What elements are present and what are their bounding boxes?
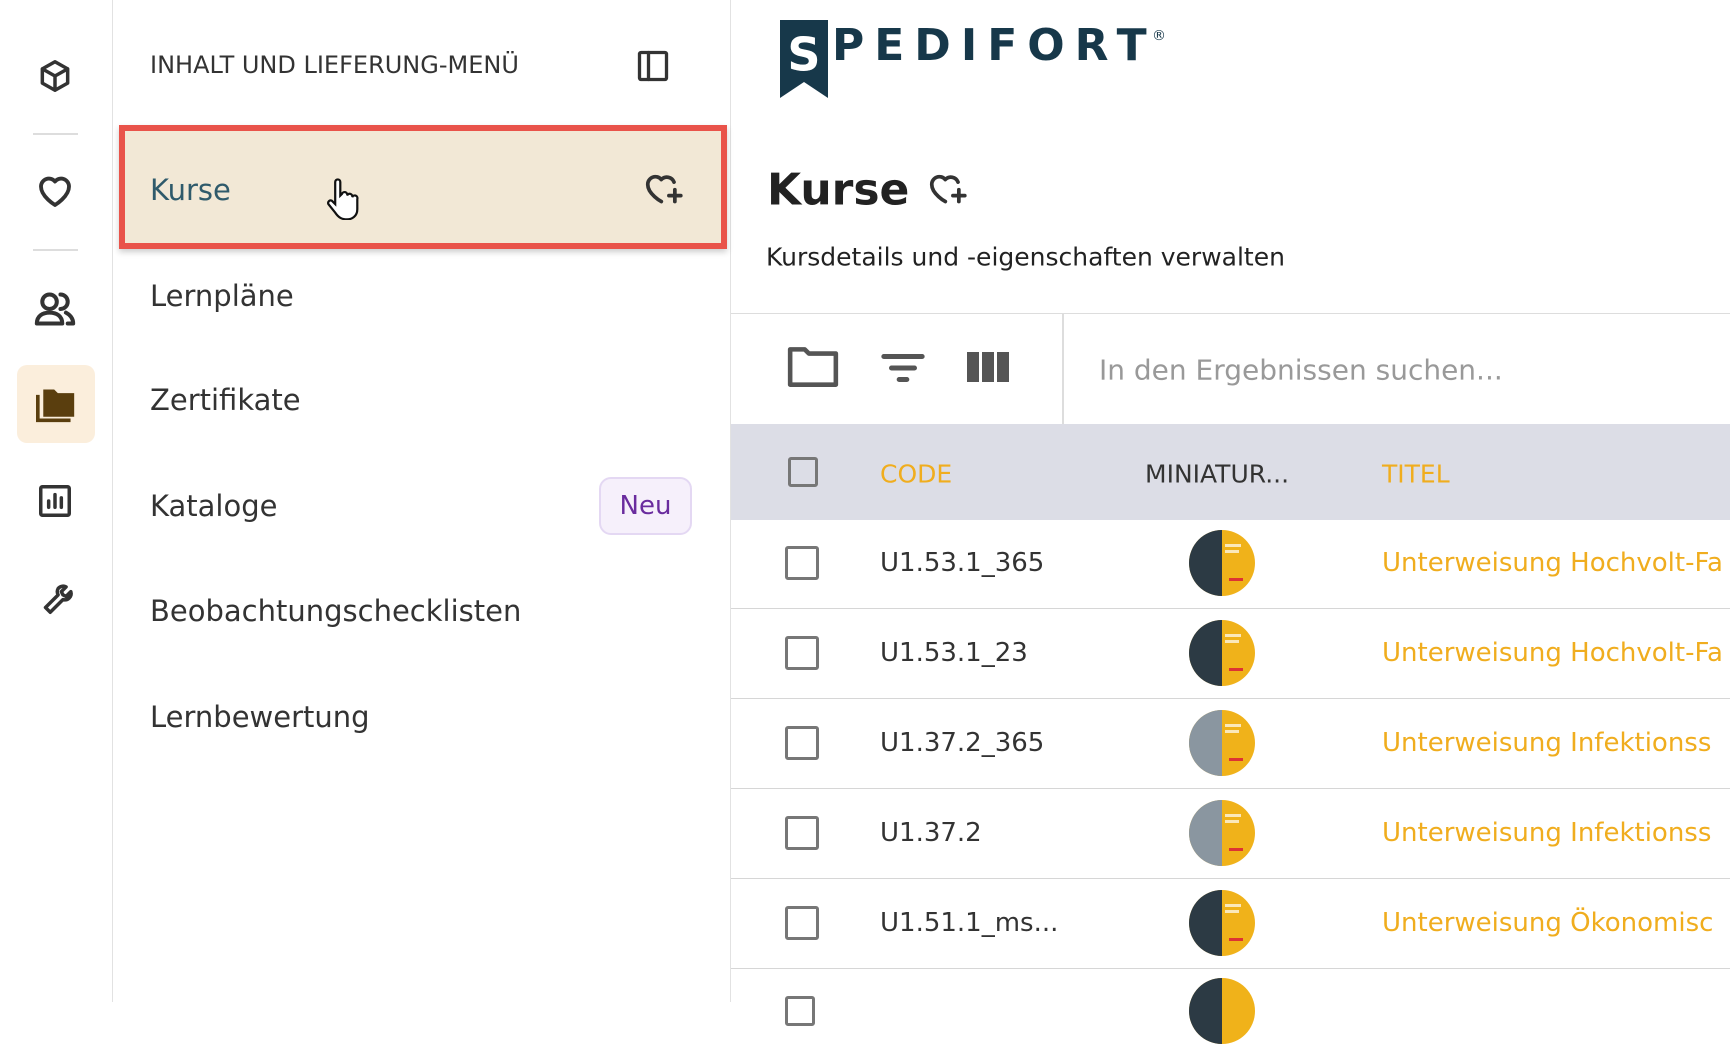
page-title: Kurse (767, 164, 910, 216)
collapse-panel-icon[interactable] (635, 48, 671, 84)
title-cell[interactable]: Unterweisung Ökonomisc (1382, 908, 1714, 938)
row-checkbox[interactable] (785, 636, 819, 670)
menu-item[interactable]: Zertifikate (150, 383, 301, 417)
logo: S PEDIFORT ® (780, 20, 1166, 98)
thumbnail (1189, 620, 1255, 686)
content-icon[interactable] (36, 57, 74, 95)
row-checkbox[interactable] (785, 546, 819, 580)
filter-button[interactable] (880, 350, 926, 386)
tools-icon[interactable] (36, 579, 74, 617)
column-header[interactable]: MINIATUR... (1145, 459, 1290, 489)
select-all-checkbox[interactable] (788, 457, 818, 487)
users-icon[interactable] (33, 289, 77, 329)
row-checkbox[interactable] (785, 906, 819, 940)
folder-button[interactable] (786, 342, 840, 390)
code-cell: U1.53.1_365 (880, 548, 1045, 578)
toolbar-divider (1062, 313, 1064, 424)
row-divider (731, 698, 1730, 699)
page-subtitle: Kursdetails und -eigenschaften verwalten (766, 242, 1285, 272)
code-cell: U1.37.2_365 (880, 728, 1045, 758)
new-badge: Neu (599, 477, 692, 535)
logo-registered: ® (1152, 28, 1166, 44)
title-cell[interactable]: Unterweisung Hochvolt-Fa (1382, 638, 1723, 668)
content-folder-icon[interactable] (34, 384, 78, 424)
add-favorite-icon[interactable] (925, 168, 969, 208)
column-header[interactable]: CODE (880, 459, 953, 489)
columns-button[interactable] (967, 352, 1009, 382)
menu-item[interactable]: Lernbewertung (150, 700, 370, 734)
code-cell: U1.51.1_ms... (880, 908, 1059, 938)
cursor (327, 178, 359, 220)
icon-rail (0, 0, 113, 1002)
row-checkbox[interactable] (785, 726, 819, 760)
title-cell[interactable]: Unterweisung Infektionss (1382, 818, 1712, 848)
menu-item[interactable]: Lernpläne (150, 279, 294, 313)
search-input[interactable]: In den Ergebnissen suchen... (1099, 353, 1503, 387)
row-checkbox[interactable] (785, 996, 815, 1026)
row-divider (731, 968, 1730, 969)
thumbnail (1189, 890, 1255, 956)
thumbnail (1189, 710, 1255, 776)
logo-text: PEDIFORT (832, 20, 1157, 71)
menu-item[interactable]: Kataloge (150, 489, 278, 523)
row-divider (731, 608, 1730, 609)
code-cell: U1.53.1_23 (880, 638, 1028, 668)
toolbar-border (731, 313, 1730, 314)
title-cell[interactable]: Unterweisung Infektionss (1382, 728, 1712, 758)
reports-icon[interactable] (36, 482, 74, 520)
code-cell: U1.37.2 (880, 818, 982, 848)
menu-header: INHALT UND LIEFERUNG-MENÜ (150, 51, 519, 79)
table-header (731, 424, 1730, 520)
column-header[interactable]: TITEL (1382, 459, 1450, 489)
add-favorite-icon[interactable] (641, 168, 685, 208)
logo-initial: S (787, 28, 820, 82)
thumbnail (1189, 800, 1255, 866)
row-divider (731, 878, 1730, 879)
favorites-icon[interactable] (34, 170, 76, 212)
title-cell[interactable]: Unterweisung Hochvolt-Fa (1382, 548, 1723, 578)
thumbnail (1189, 978, 1255, 1044)
row-checkbox[interactable] (785, 816, 819, 850)
menu-panel: INHALT UND LIEFERUNG-MENÜ Kurse Lernplän… (113, 0, 731, 1002)
row-divider (731, 788, 1730, 789)
menu-item-active[interactable] (119, 125, 727, 249)
thumbnail (1189, 530, 1255, 596)
menu-item[interactable]: Beobachtungschecklisten (150, 594, 522, 628)
menu-item[interactable]: Kurse (150, 173, 231, 207)
